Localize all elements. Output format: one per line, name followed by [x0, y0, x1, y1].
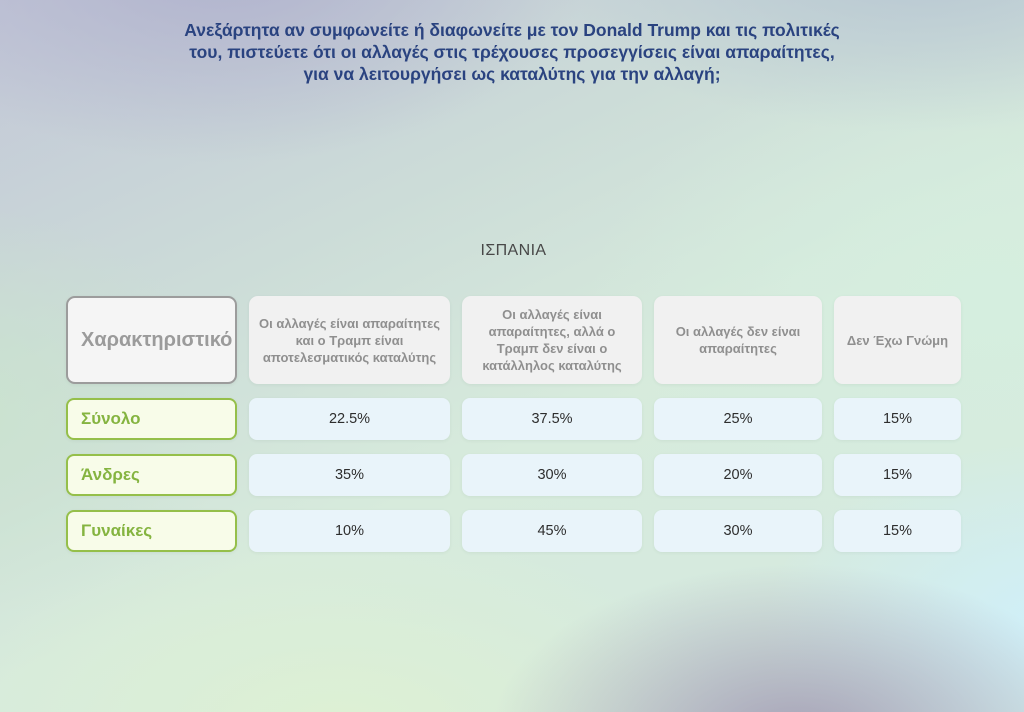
data-cell-men-option2: 30% [462, 454, 642, 496]
data-cell-total-option3: 25% [654, 398, 822, 440]
table-header-option-changes-not-needed: Οι αλλαγές δεν είναι απαραίτητες [654, 296, 822, 384]
data-cell-women-option2: 45% [462, 510, 642, 552]
survey-results-table: Χαρακτηριστικό Οι αλλαγές είναι απαραίτη… [66, 296, 961, 552]
data-cell-men-option4: 15% [834, 454, 961, 496]
data-cell-total-option2: 37.5% [462, 398, 642, 440]
table-header-option-changes-needed-trump-effective: Οι αλλαγές είναι απαραίτητες και ο Τραμπ… [249, 296, 450, 384]
data-cell-total-option1: 22.5% [249, 398, 450, 440]
table-header-characteristic: Χαρακτηριστικό [66, 296, 237, 384]
row-label-women: Γυναίκες [66, 510, 237, 552]
table-header-option-no-opinion: Δεν Έχω Γνώμη [834, 296, 961, 384]
data-cell-total-option4: 15% [834, 398, 961, 440]
data-cell-women-option3: 30% [654, 510, 822, 552]
row-label-total: Σύνολο [66, 398, 237, 440]
country-section-title: ΙΣΠΑΝΙΑ [480, 242, 547, 259]
survey-question-title: Ανεξάρτητα αν συμφωνείτε ή διαφωνείτε με… [184, 20, 840, 84]
row-label-men: Άνδρες [66, 454, 237, 496]
data-cell-women-option1: 10% [249, 510, 450, 552]
data-cell-men-option3: 20% [654, 454, 822, 496]
table-header-option-changes-needed-trump-not-right: Οι αλλαγές είναι απαραίτητες, αλλά ο Τρα… [462, 296, 642, 384]
data-cell-women-option4: 15% [834, 510, 961, 552]
data-cell-men-option1: 35% [249, 454, 450, 496]
